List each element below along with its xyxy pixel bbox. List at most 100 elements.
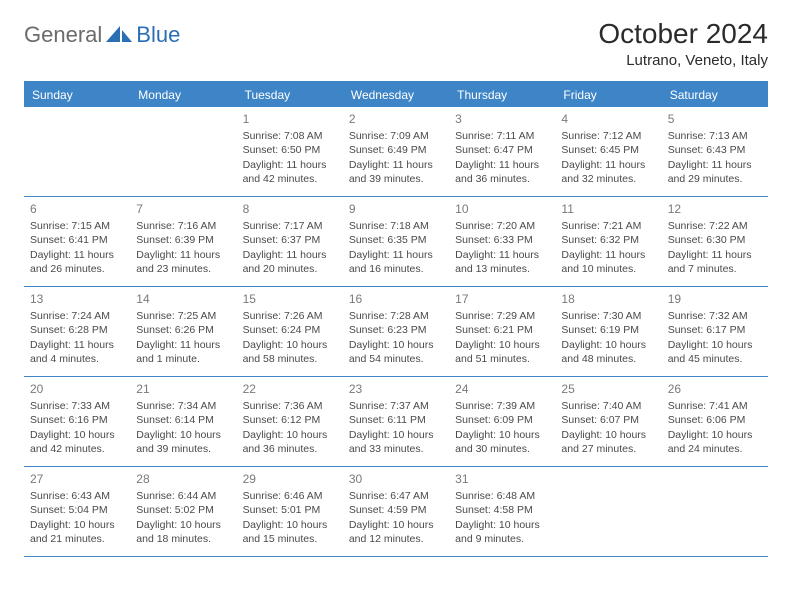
daylight-text: Daylight: 11 hours and 13 minutes.	[455, 248, 549, 276]
sunrise-text: Sunrise: 7:15 AM	[30, 219, 124, 233]
daylight-text: Daylight: 10 hours and 27 minutes.	[561, 428, 655, 456]
daylight-text: Daylight: 11 hours and 10 minutes.	[561, 248, 655, 276]
daylight-text: Daylight: 10 hours and 21 minutes.	[30, 518, 124, 546]
day-number: 10	[455, 201, 549, 217]
day-number: 27	[30, 471, 124, 487]
sunset-text: Sunset: 6:41 PM	[30, 233, 124, 247]
day-number: 9	[349, 201, 443, 217]
sunset-text: Sunset: 6:23 PM	[349, 323, 443, 337]
day-cell: 12Sunrise: 7:22 AMSunset: 6:30 PMDayligh…	[662, 197, 768, 287]
day-number: 2	[349, 111, 443, 127]
daylight-text: Daylight: 10 hours and 48 minutes.	[561, 338, 655, 366]
day-cell: 10Sunrise: 7:20 AMSunset: 6:33 PMDayligh…	[449, 197, 555, 287]
empty-cell	[24, 107, 130, 197]
sunrise-text: Sunrise: 6:48 AM	[455, 489, 549, 503]
daylight-text: Daylight: 11 hours and 42 minutes.	[243, 158, 337, 186]
daylight-text: Daylight: 10 hours and 15 minutes.	[243, 518, 337, 546]
day-cell: 7Sunrise: 7:16 AMSunset: 6:39 PMDaylight…	[130, 197, 236, 287]
day-cell: 3Sunrise: 7:11 AMSunset: 6:47 PMDaylight…	[449, 107, 555, 197]
sunset-text: Sunset: 6:39 PM	[136, 233, 230, 247]
sunrise-text: Sunrise: 7:36 AM	[243, 399, 337, 413]
sunrise-text: Sunrise: 7:32 AM	[668, 309, 762, 323]
sunrise-text: Sunrise: 6:43 AM	[30, 489, 124, 503]
daylight-text: Daylight: 11 hours and 26 minutes.	[30, 248, 124, 276]
sail-icon	[106, 26, 132, 44]
day-header: Friday	[555, 83, 661, 107]
sunrise-text: Sunrise: 7:21 AM	[561, 219, 655, 233]
daylight-text: Daylight: 11 hours and 4 minutes.	[30, 338, 124, 366]
calendar-grid: SundayMondayTuesdayWednesdayThursdayFrid…	[24, 81, 768, 557]
sunset-text: Sunset: 6:07 PM	[561, 413, 655, 427]
sunrise-text: Sunrise: 7:40 AM	[561, 399, 655, 413]
day-number: 11	[561, 201, 655, 217]
sunset-text: Sunset: 6:19 PM	[561, 323, 655, 337]
logo-text-blue: Blue	[136, 22, 180, 48]
sunrise-text: Sunrise: 7:12 AM	[561, 129, 655, 143]
day-number: 31	[455, 471, 549, 487]
sunrise-text: Sunrise: 6:44 AM	[136, 489, 230, 503]
sunset-text: Sunset: 6:21 PM	[455, 323, 549, 337]
day-cell: 4Sunrise: 7:12 AMSunset: 6:45 PMDaylight…	[555, 107, 661, 197]
sunrise-text: Sunrise: 7:28 AM	[349, 309, 443, 323]
header: General Blue October 2024 Lutrano, Venet…	[24, 18, 768, 69]
sunrise-text: Sunrise: 7:37 AM	[349, 399, 443, 413]
sunrise-text: Sunrise: 7:24 AM	[30, 309, 124, 323]
daylight-text: Daylight: 10 hours and 12 minutes.	[349, 518, 443, 546]
day-number: 5	[668, 111, 762, 127]
daylight-text: Daylight: 10 hours and 30 minutes.	[455, 428, 549, 456]
sunset-text: Sunset: 6:30 PM	[668, 233, 762, 247]
sunset-text: Sunset: 6:43 PM	[668, 143, 762, 157]
sunset-text: Sunset: 6:47 PM	[455, 143, 549, 157]
day-cell: 21Sunrise: 7:34 AMSunset: 6:14 PMDayligh…	[130, 377, 236, 467]
sunrise-text: Sunrise: 7:08 AM	[243, 129, 337, 143]
daylight-text: Daylight: 10 hours and 39 minutes.	[136, 428, 230, 456]
day-cell: 14Sunrise: 7:25 AMSunset: 6:26 PMDayligh…	[130, 287, 236, 377]
day-number: 8	[243, 201, 337, 217]
daylight-text: Daylight: 11 hours and 16 minutes.	[349, 248, 443, 276]
logo-text-general: General	[24, 22, 102, 48]
day-cell: 16Sunrise: 7:28 AMSunset: 6:23 PMDayligh…	[343, 287, 449, 377]
daylight-text: Daylight: 11 hours and 39 minutes.	[349, 158, 443, 186]
sunset-text: Sunset: 4:59 PM	[349, 503, 443, 517]
day-cell: 15Sunrise: 7:26 AMSunset: 6:24 PMDayligh…	[237, 287, 343, 377]
day-number: 17	[455, 291, 549, 307]
day-cell: 17Sunrise: 7:29 AMSunset: 6:21 PMDayligh…	[449, 287, 555, 377]
day-number: 28	[136, 471, 230, 487]
sunrise-text: Sunrise: 6:46 AM	[243, 489, 337, 503]
sunset-text: Sunset: 5:01 PM	[243, 503, 337, 517]
day-number: 25	[561, 381, 655, 397]
sunset-text: Sunset: 6:24 PM	[243, 323, 337, 337]
empty-cell	[662, 467, 768, 557]
sunset-text: Sunset: 6:49 PM	[349, 143, 443, 157]
month-title: October 2024	[598, 18, 768, 50]
daylight-text: Daylight: 10 hours and 36 minutes.	[243, 428, 337, 456]
calendar-page: General Blue October 2024 Lutrano, Venet…	[0, 0, 792, 569]
daylight-text: Daylight: 10 hours and 33 minutes.	[349, 428, 443, 456]
empty-cell	[130, 107, 236, 197]
daylight-text: Daylight: 11 hours and 20 minutes.	[243, 248, 337, 276]
day-number: 14	[136, 291, 230, 307]
sunset-text: Sunset: 6:06 PM	[668, 413, 762, 427]
day-number: 15	[243, 291, 337, 307]
day-cell: 20Sunrise: 7:33 AMSunset: 6:16 PMDayligh…	[24, 377, 130, 467]
sunset-text: Sunset: 6:28 PM	[30, 323, 124, 337]
sunset-text: Sunset: 6:50 PM	[243, 143, 337, 157]
day-number: 12	[668, 201, 762, 217]
title-block: October 2024 Lutrano, Veneto, Italy	[598, 18, 768, 69]
location: Lutrano, Veneto, Italy	[598, 52, 768, 69]
day-header: Wednesday	[343, 83, 449, 107]
logo: General Blue	[24, 18, 180, 48]
day-cell: 6 Sunrise: 7:15 AMSunset: 6:41 PMDaylight…	[24, 197, 130, 287]
day-number: 22	[243, 381, 337, 397]
daylight-text: Daylight: 11 hours and 1 minute.	[136, 338, 230, 366]
day-number: 23	[349, 381, 443, 397]
day-number: 30	[349, 471, 443, 487]
day-cell: 26Sunrise: 7:41 AMSunset: 6:06 PMDayligh…	[662, 377, 768, 467]
daylight-text: Daylight: 11 hours and 29 minutes.	[668, 158, 762, 186]
sunrise-text: Sunrise: 7:16 AM	[136, 219, 230, 233]
sunset-text: Sunset: 5:04 PM	[30, 503, 124, 517]
sunset-text: Sunset: 6:32 PM	[561, 233, 655, 247]
day-number: 6	[30, 201, 124, 217]
sunrise-text: Sunrise: 7:39 AM	[455, 399, 549, 413]
empty-cell	[555, 467, 661, 557]
